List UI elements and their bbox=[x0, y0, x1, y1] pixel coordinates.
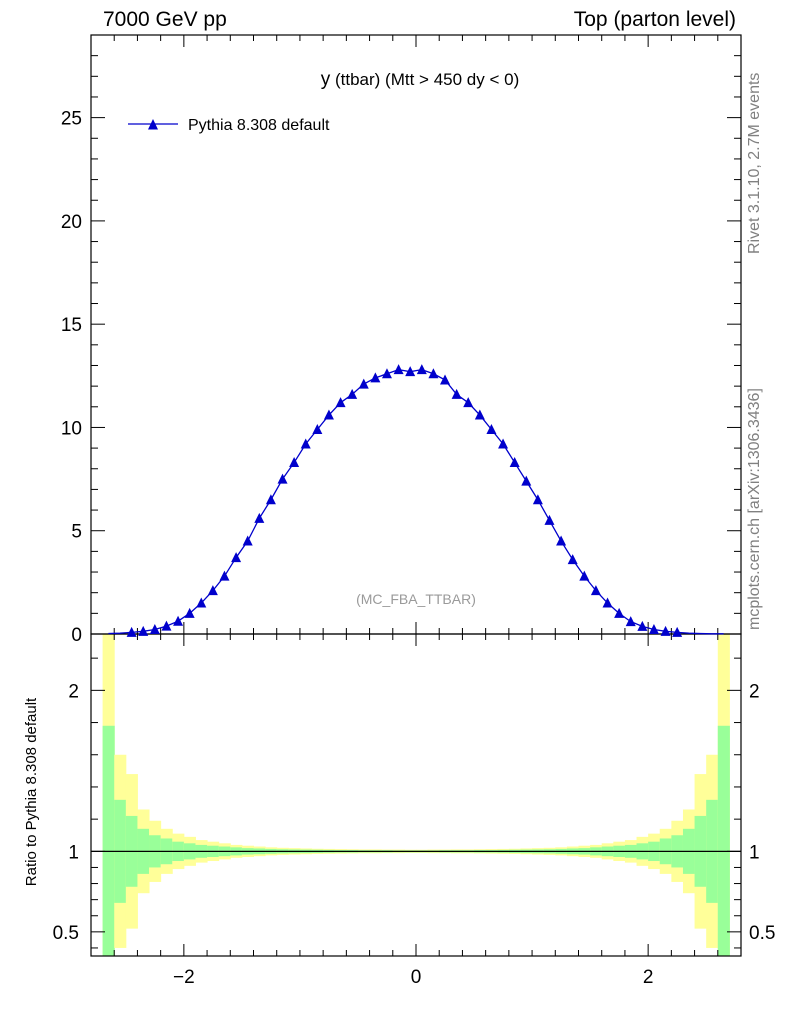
data-point bbox=[509, 457, 520, 468]
data-point bbox=[637, 620, 648, 631]
data-point bbox=[648, 623, 659, 634]
data-point bbox=[579, 570, 590, 581]
data-point bbox=[672, 626, 683, 637]
ratio-uncertainty-bands bbox=[102, 634, 730, 956]
data-point bbox=[347, 388, 358, 399]
data-point bbox=[498, 438, 509, 449]
x-tick-label: 0 bbox=[411, 967, 422, 988]
data-point bbox=[381, 368, 392, 379]
data-point bbox=[149, 623, 160, 634]
data-point bbox=[231, 552, 242, 563]
data-point bbox=[219, 570, 230, 581]
data-point bbox=[660, 625, 671, 636]
data-point bbox=[614, 607, 625, 618]
y-tick-label: 15 bbox=[61, 315, 82, 336]
data-point bbox=[393, 364, 404, 375]
y-tick-label: 25 bbox=[61, 109, 82, 130]
data-point bbox=[486, 424, 497, 435]
data-point bbox=[312, 424, 323, 435]
data-point bbox=[265, 494, 276, 505]
text-layer: y (ttbar) (Mtt > 450 dy < 0) Pythia 8.30… bbox=[23, 69, 519, 886]
data-point bbox=[161, 620, 172, 631]
main-axes: 0 5 10 15 20 25 bbox=[61, 34, 742, 646]
ratio-y-tick-label-right: 0.5 bbox=[749, 923, 775, 944]
data-point bbox=[242, 535, 253, 546]
data-point bbox=[196, 597, 207, 608]
data-point bbox=[358, 378, 369, 389]
data-point bbox=[590, 585, 601, 596]
ratio-y-tick-label-right: 1 bbox=[749, 842, 760, 863]
y-tick-label: 10 bbox=[61, 418, 82, 439]
ratio-plot-frame bbox=[90, 633, 742, 957]
data-point bbox=[370, 372, 381, 383]
ratio-y-tick-label: 1 bbox=[68, 842, 79, 863]
data-point bbox=[405, 366, 416, 377]
plot-title: y (ttbar) (Mtt > 450 dy < 0) bbox=[321, 69, 519, 90]
data-point bbox=[300, 438, 311, 449]
data-point bbox=[602, 597, 613, 608]
ratio-y-tick-label-right: 2 bbox=[749, 681, 760, 702]
y-tick-label: 20 bbox=[61, 212, 82, 233]
data-point bbox=[184, 607, 195, 618]
data-point bbox=[138, 625, 149, 636]
ratio-axes: −2 0 2 0.5 0.5 1 1 2 2 bbox=[53, 633, 775, 988]
ratio-band-inner bbox=[102, 725, 115, 956]
y-tick-label: 0 bbox=[71, 625, 82, 646]
data-point bbox=[451, 388, 462, 399]
data-point bbox=[474, 409, 485, 420]
data-point bbox=[126, 626, 137, 637]
data-point bbox=[544, 514, 555, 525]
data-point bbox=[556, 535, 567, 546]
y-tick-label: 5 bbox=[71, 522, 82, 543]
ratio-y-tick-label: 2 bbox=[68, 681, 79, 702]
data-point bbox=[567, 554, 578, 565]
data-point bbox=[463, 397, 474, 408]
data-point bbox=[335, 397, 346, 408]
data-point bbox=[277, 473, 288, 484]
ratio-y-tick-label: 0.5 bbox=[53, 923, 79, 944]
x-tick-label: 2 bbox=[643, 967, 654, 988]
plot-title-rest: (ttbar) (Mtt > 450 dy < 0) bbox=[330, 70, 519, 89]
data-point bbox=[289, 457, 300, 468]
series-layer bbox=[108, 364, 724, 637]
header-right-label: Top (parton level) bbox=[573, 8, 736, 31]
data-point bbox=[440, 374, 451, 385]
data-point bbox=[254, 512, 265, 523]
legend-label: Pythia 8.308 default bbox=[188, 117, 330, 134]
legend-marker bbox=[148, 119, 158, 130]
data-point bbox=[521, 475, 532, 486]
plot-title-main: y bbox=[321, 69, 331, 90]
data-point bbox=[428, 368, 439, 379]
ratio-band-inner bbox=[717, 725, 730, 956]
data-point bbox=[416, 364, 427, 375]
header-left-label: 7000 GeV pp bbox=[103, 8, 227, 31]
x-tick-label: −2 bbox=[173, 967, 195, 988]
data-point bbox=[625, 616, 636, 627]
data-point bbox=[207, 585, 218, 596]
data-point bbox=[323, 409, 334, 420]
data-point bbox=[532, 494, 543, 505]
data-point bbox=[173, 615, 184, 626]
ratio-y-axis-label: Ratio to Pythia 8.308 default bbox=[23, 697, 40, 886]
watermark: (MC_FBA_TTBAR) bbox=[356, 591, 476, 607]
